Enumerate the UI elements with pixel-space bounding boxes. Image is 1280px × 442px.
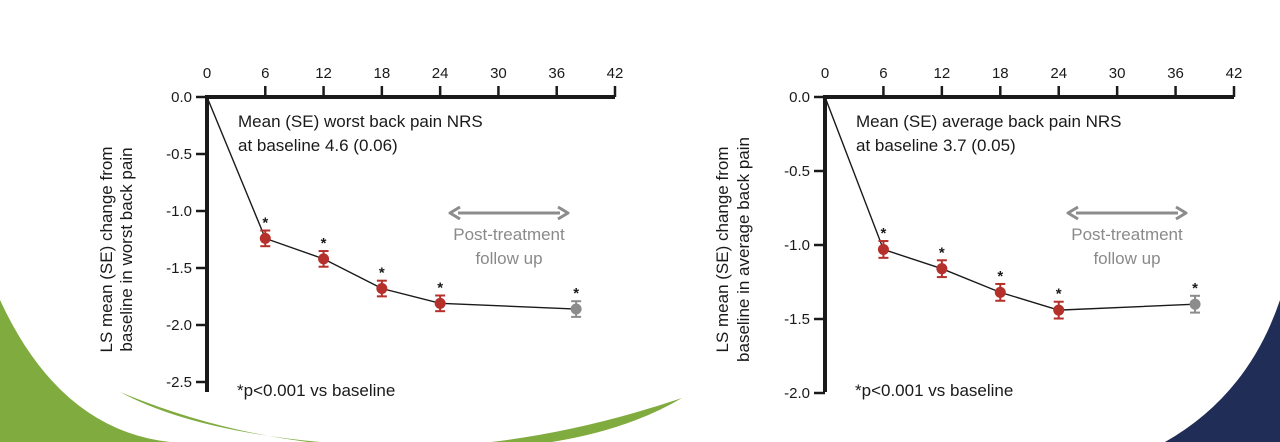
- x-tick-label: 18: [992, 65, 1009, 82]
- significance-star: *: [1056, 286, 1062, 303]
- y-tick-label: -0.5: [166, 146, 192, 163]
- y-tick-label: -2.0: [784, 385, 810, 402]
- x-tick-label: 42: [607, 65, 624, 82]
- y-tick-label: -0.5: [784, 163, 810, 180]
- y-tick-label: -1.0: [166, 203, 192, 220]
- green-swoosh-decoration: [0, 300, 170, 442]
- data-point: [318, 253, 330, 265]
- data-point: [994, 286, 1006, 298]
- x-tick-label: 30: [1109, 65, 1126, 82]
- navy-swoosh-decoration: [1165, 300, 1280, 442]
- y-tick-label: -1.5: [784, 311, 810, 328]
- y-axis-label: LS mean (SE) change from: [713, 147, 732, 353]
- y-tick-label: -2.0: [166, 317, 192, 334]
- x-tick-label: 12: [315, 65, 332, 82]
- significance-star: *: [379, 265, 385, 282]
- y-tick-label: -1.5: [166, 260, 192, 277]
- x-tick-label: 12: [934, 65, 951, 82]
- y-tick-label: -1.0: [784, 237, 810, 254]
- significance-star: *: [437, 280, 443, 297]
- x-tick-label: 18: [374, 65, 391, 82]
- x-tick-label: 36: [1167, 65, 1184, 82]
- followup-label: Post-treatment: [1071, 225, 1183, 244]
- data-point: [570, 303, 582, 315]
- y-tick-label: 0.0: [171, 89, 192, 106]
- x-tick-label: 0: [203, 65, 211, 82]
- significance-star: *: [262, 215, 268, 232]
- baseline-annotation: at baseline 4.6 (0.06): [238, 136, 398, 155]
- significance-star: *: [321, 235, 327, 252]
- significance-star: *: [939, 244, 945, 261]
- significance-star: *: [881, 225, 887, 242]
- baseline-annotation: Mean (SE) average back pain NRS: [856, 112, 1122, 131]
- x-tick-label: 24: [432, 65, 449, 82]
- data-point: [877, 243, 889, 255]
- y-axis-label: baseline in average back pain: [734, 137, 753, 362]
- data-point: [259, 232, 271, 244]
- y-axis-label: LS mean (SE) change from: [97, 147, 116, 353]
- data-point: [1053, 304, 1065, 316]
- worst-back-pain-chart: 0 6 12 18 24 30 36 42 0.0 -0.5 -1.0 -1.5 -2.0 -2.5 LS …: [97, 65, 623, 400]
- x-tick-label: 36: [548, 65, 565, 82]
- significance-star: *: [997, 268, 1003, 285]
- y-axis-label: baseline in worst back pain: [117, 147, 136, 351]
- x-tick-label: 6: [261, 65, 269, 82]
- followup-arrow-right-head: [1175, 205, 1188, 221]
- series-line: [206, 96, 577, 310]
- baseline-annotation: Mean (SE) worst back pain NRS: [238, 112, 483, 131]
- x-tick-label: 30: [490, 65, 507, 82]
- footnote: *p<0.001 vs baseline: [855, 381, 1013, 400]
- followup-arrow-left-head: [448, 205, 461, 221]
- y-tick-label: -2.5: [166, 374, 192, 391]
- series-line: [824, 96, 1196, 311]
- baseline-annotation: at baseline 3.7 (0.05): [856, 136, 1016, 155]
- followup-label: Post-treatment: [453, 225, 565, 244]
- x-tick-label: 0: [821, 65, 829, 82]
- significance-star: *: [1192, 280, 1198, 297]
- followup-label: follow up: [1093, 249, 1160, 268]
- footnote: *p<0.001 vs baseline: [237, 381, 395, 400]
- data-point: [376, 283, 388, 295]
- x-tick-label: 42: [1226, 65, 1243, 82]
- x-tick-label: 6: [879, 65, 887, 82]
- average-back-pain-chart: 0 6 12 18 24 30 36 42 0.0 -0.5 -1.0 -1.5 -2.0 LS mean…: [713, 65, 1242, 402]
- followup-label: follow up: [475, 249, 542, 268]
- x-tick-label: 24: [1050, 65, 1067, 82]
- significance-star: *: [573, 285, 579, 302]
- followup-arrow-left-head: [1066, 205, 1079, 221]
- followup-arrow-right-head: [557, 205, 570, 221]
- data-point: [936, 263, 948, 275]
- data-point: [1189, 298, 1201, 310]
- data-point: [434, 297, 446, 309]
- green-arc-decoration: [120, 392, 682, 442]
- y-tick-label: 0.0: [789, 89, 810, 106]
